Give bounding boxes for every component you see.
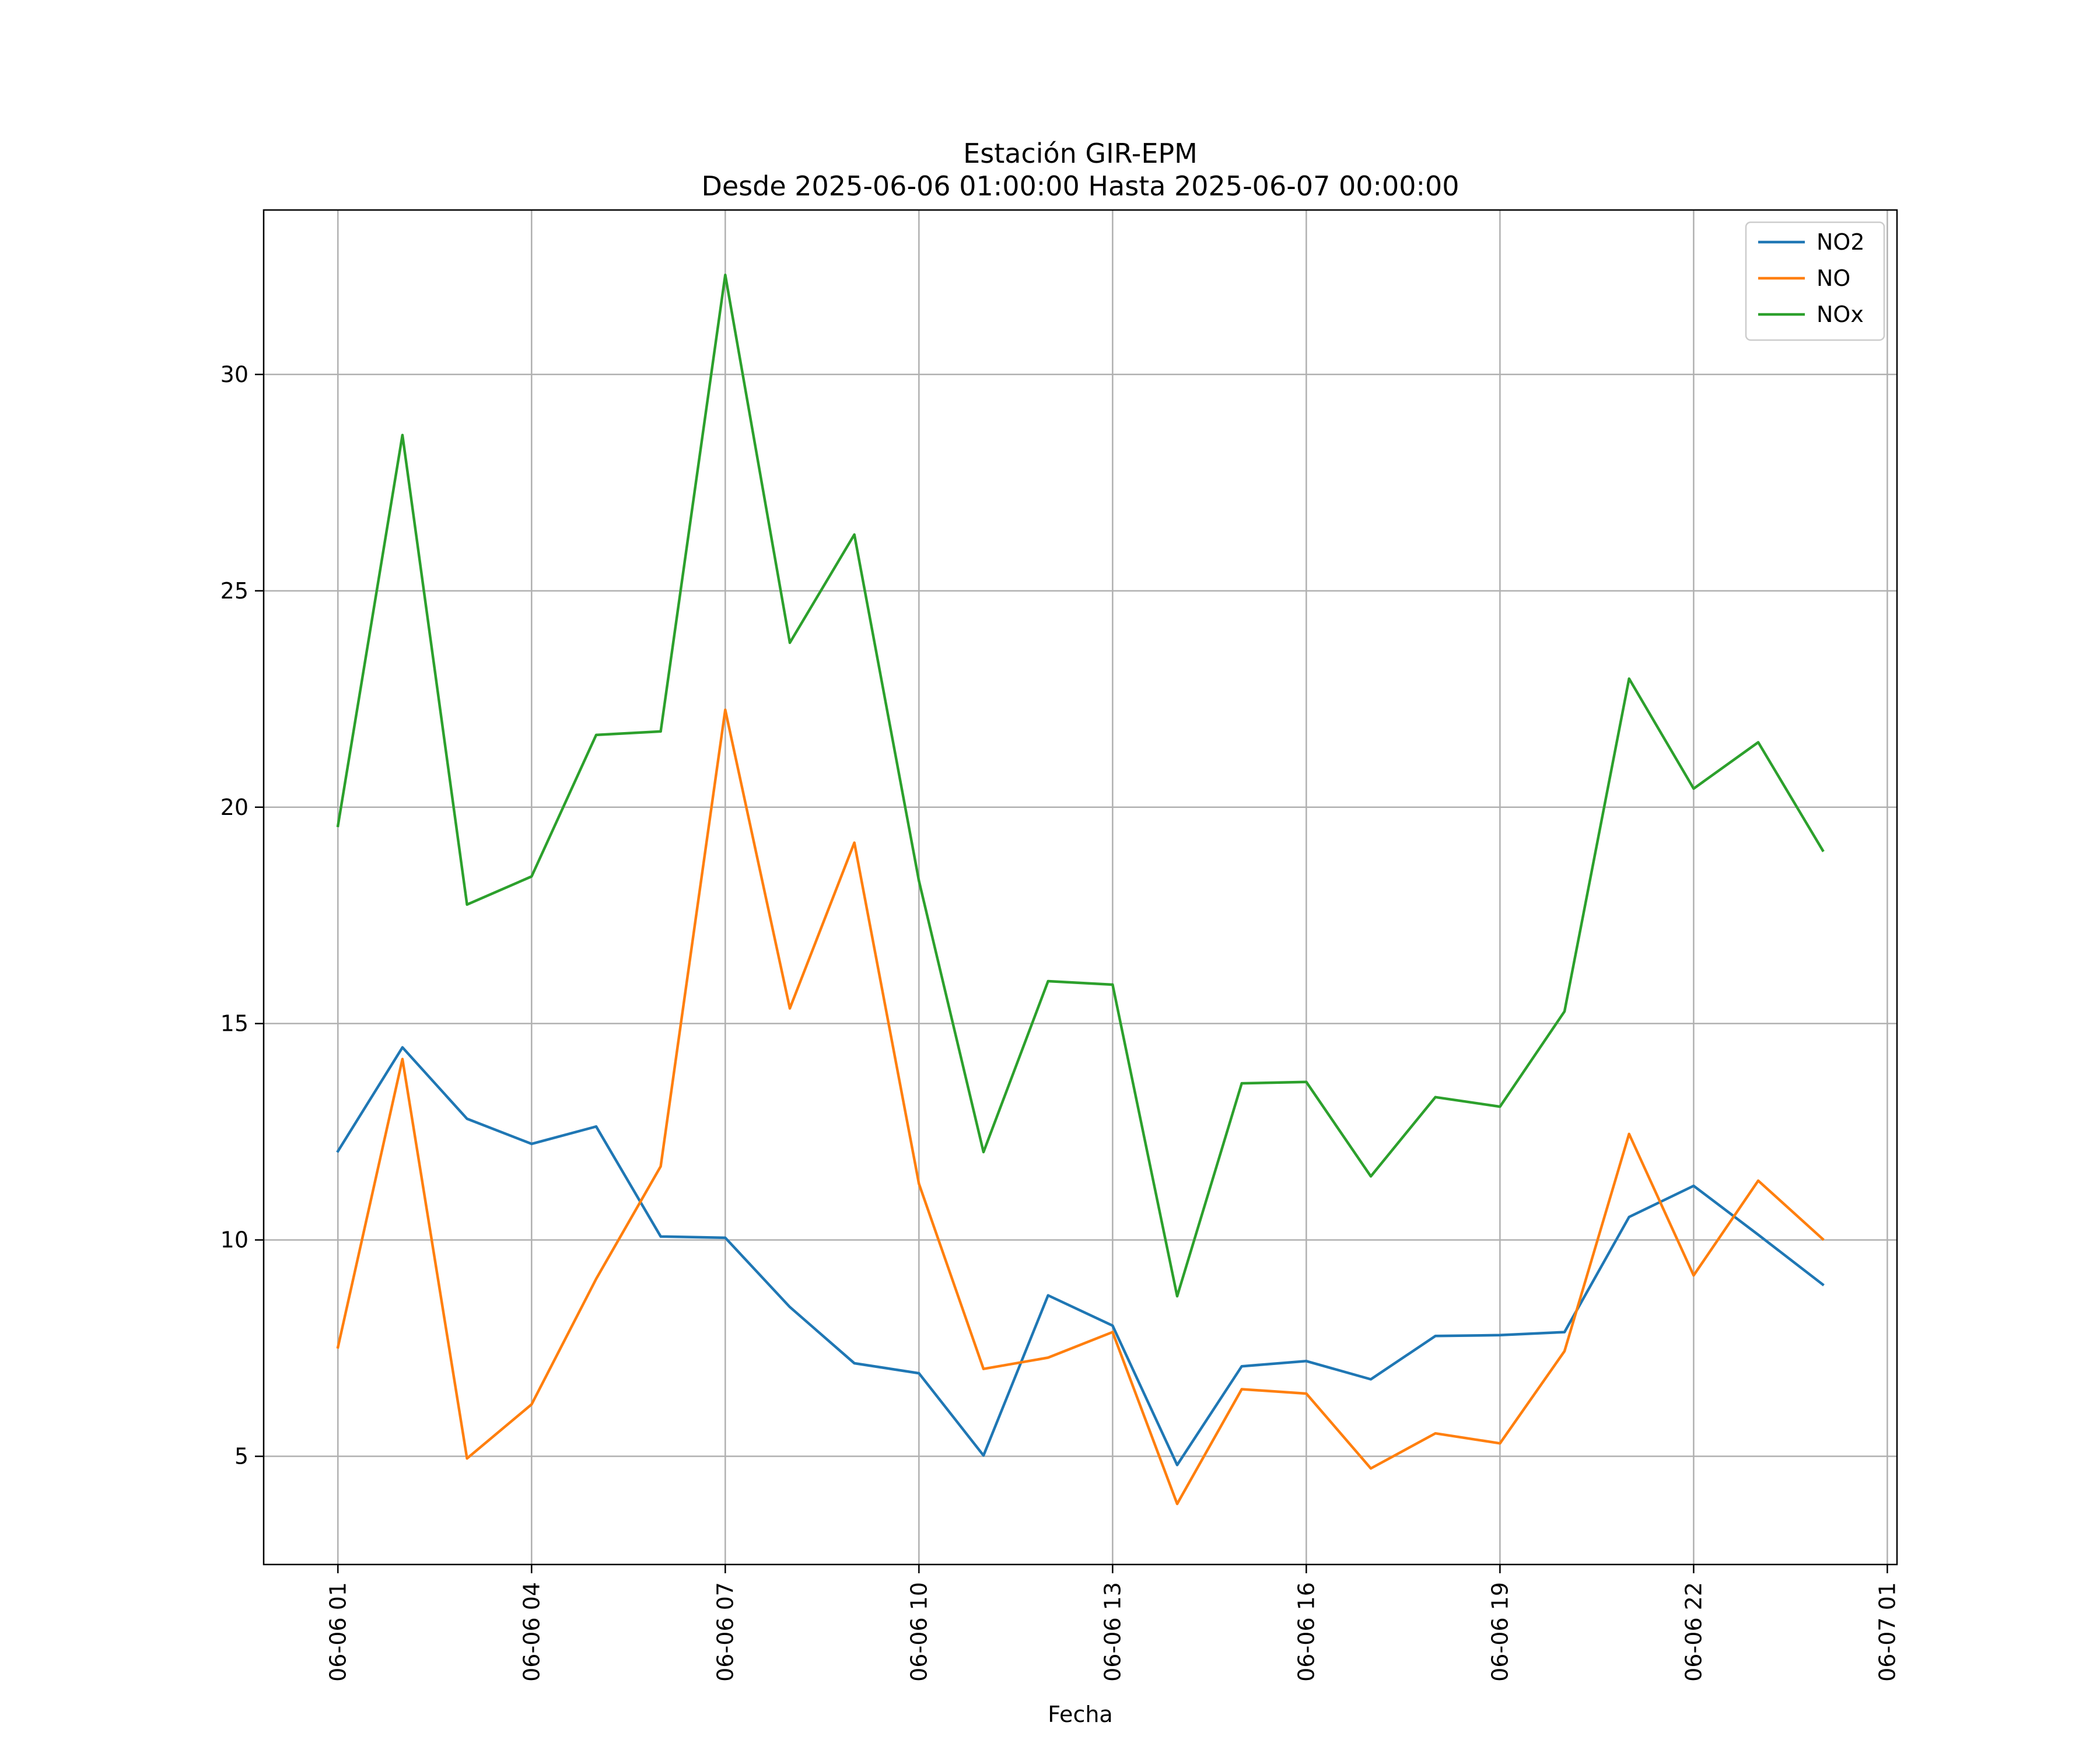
legend: NO2 NO NOx	[1745, 221, 1885, 341]
x-tick-label: 06-06 04	[519, 1582, 544, 1682]
chart-title: Estación GIR-EPM	[963, 138, 1198, 169]
legend-box	[1745, 221, 1885, 341]
grid	[264, 210, 1897, 1564]
plot-frame	[262, 209, 1898, 1566]
x-tick-label: 06-07 01	[1874, 1582, 1900, 1682]
legend-label-no2: NO2	[1817, 229, 1865, 255]
y-tick-label: 5	[235, 1444, 249, 1469]
x-tick-label: 06-06 16	[1293, 1582, 1319, 1682]
x-tick-label: 06-06 13	[1100, 1582, 1125, 1682]
x-axis-ticks: 06-06 01 06-06 04 06-06 07 06-06 10 06-06 13…	[325, 1564, 1900, 1682]
x-tick-label: 06-06 22	[1681, 1582, 1706, 1682]
x-tick-label: 06-06 01	[325, 1582, 351, 1682]
legend-label-nox: NOx	[1817, 302, 1864, 327]
x-tick-label: 06-06 19	[1487, 1582, 1513, 1682]
series-line-no	[336, 708, 1825, 1506]
x-tick-label: 06-06 10	[906, 1582, 932, 1682]
y-axis-ticks: 5 10 15 20 25 30	[220, 362, 264, 1469]
x-tick-label: 06-06 07	[712, 1582, 738, 1682]
legend-entries: NO2 NO NOx	[1758, 229, 1865, 327]
x-axis-label: Fecha	[1048, 1702, 1112, 1727]
y-tick-label: 15	[220, 1011, 249, 1037]
y-tick-label: 25	[220, 578, 249, 604]
chart-subtitle: Desde 2025-06-06 01:00:00 Hasta 2025-06-…	[701, 170, 1459, 202]
y-tick-label: 20	[220, 794, 249, 820]
series-line-nox	[336, 274, 1825, 1298]
series-lines	[336, 274, 1825, 1506]
legend-label-no: NO	[1817, 265, 1850, 291]
y-tick-label: 10	[220, 1227, 249, 1253]
y-tick-label: 30	[220, 362, 249, 387]
